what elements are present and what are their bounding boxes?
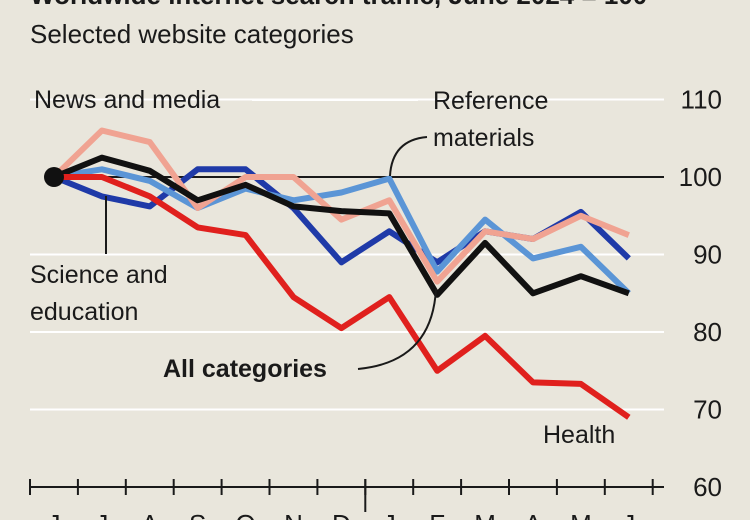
x-tick-label: M [570, 509, 592, 520]
x-tick-label: M [474, 509, 496, 520]
annotation-label: materials [433, 124, 534, 152]
annotation-label: Science and [30, 261, 168, 289]
y-axis: 110 100 90 80 70 60 [679, 85, 722, 503]
start-point-marker [44, 167, 64, 187]
x-tick-label: N [284, 509, 303, 520]
y-tick-label: 100 [679, 162, 722, 192]
chart-title: Worldwide internet search traffic, June … [30, 0, 647, 10]
y-tick-label: 60 [693, 472, 722, 502]
annotation-label: News and media [34, 86, 220, 114]
y-tick-label: 110 [681, 85, 722, 115]
x-tick-label: O [235, 509, 255, 520]
x-tick-label: A [524, 509, 542, 520]
chart-subtitle: Selected website categories [30, 19, 354, 49]
series-line-all-categories [52, 154, 630, 298]
x-tick-label: J [622, 509, 635, 520]
x-tick-label: J [383, 509, 396, 520]
y-tick-label: 90 [693, 240, 722, 270]
leader-line-reference [389, 136, 428, 177]
x-tick-label: S [189, 509, 206, 520]
x-tick-label: D [332, 509, 351, 520]
annotations: News and media Reference materials Science … [30, 86, 615, 449]
y-tick-label: 80 [693, 317, 722, 347]
series-line-reference-materials [53, 166, 631, 296]
annotation-label: Reference [433, 87, 548, 115]
x-tick-label: J [95, 509, 108, 520]
x-tick-label: J [48, 509, 61, 520]
leader-line-all [357, 288, 437, 370]
series-line-news-and-media [51, 127, 630, 285]
y-tick-label: 70 [693, 395, 722, 425]
x-tick-label: F [429, 509, 445, 520]
annotation-label: All categories [163, 355, 327, 383]
annotation-label: education [30, 298, 138, 326]
x-tick-label: A [141, 509, 159, 520]
x-axis: JJASONDJFMAMJ [29, 479, 664, 520]
series-lines [44, 127, 631, 420]
series-line-health [54, 174, 631, 420]
annotation-label: Health [543, 421, 615, 449]
